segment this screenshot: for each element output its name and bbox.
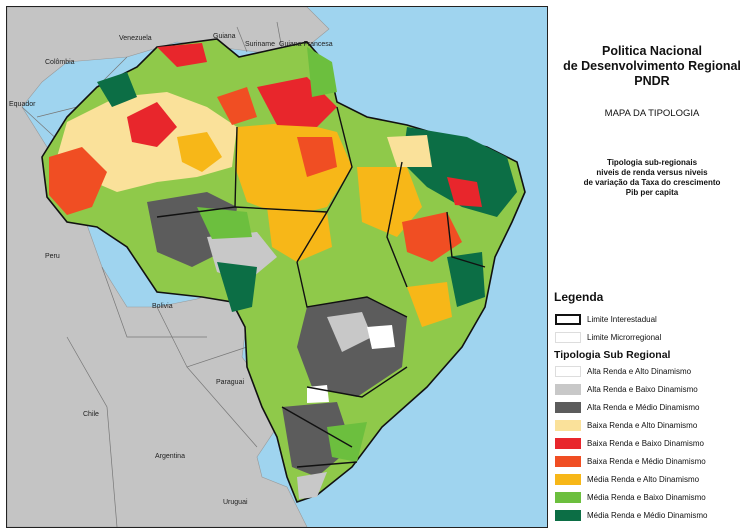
interstate-limits (156, 106, 486, 468)
typology-regions (49, 43, 517, 499)
legend-label-interstate: Limite Interestadual (587, 315, 657, 324)
legend-label: Alta Renda e Baixo Dinamismo (587, 385, 698, 394)
legend-row-typology: Média Renda e Baixo Dinamismo (555, 492, 755, 504)
country-label-suriname: Suriname (245, 41, 275, 48)
legend-row-typology: Alta Renda e Médio Dinamismo (555, 402, 755, 414)
legend-row-typology: Alta Renda e Alto Dinamismo (555, 366, 755, 378)
legend-row-typology: Média Renda e Alto Dinamismo (555, 474, 755, 486)
legend-row-interstate: Limite Interestadual (555, 314, 755, 326)
country-label-bolivia: Bolivia (152, 303, 173, 310)
country-label-argentina: Argentina (155, 453, 185, 460)
legend-row-typology: Média Renda e Médio Dinamismo (555, 510, 755, 522)
neighbor-countries (7, 7, 330, 527)
legend-label: Baixa Renda e Médio Dinamismo (587, 457, 706, 466)
legend-label: Baixa Renda e Alto Dinamismo (587, 421, 698, 430)
legend-swatch (555, 474, 581, 485)
legend-swatch (555, 402, 581, 413)
country-label-guiana-francesa: Guiana Francesa (279, 41, 333, 48)
legend-row-typology: Baixa Renda e Baixo Dinamismo (555, 438, 755, 450)
legend-label: Média Renda e Baixo Dinamismo (587, 493, 706, 502)
title-line-2: de Desenvolvimento Regional (563, 59, 741, 73)
side-panel: Politica Nacional de Desenvolvimento Reg… (548, 0, 756, 532)
description-line-2: niveis de renda versus niveis (596, 168, 708, 177)
country-label-peru: Peru (45, 253, 60, 260)
country-label-colombia: Colômbia (45, 59, 75, 66)
legend-label: Média Renda e Médio Dinamismo (587, 511, 708, 520)
description-line-4: Pib per capita (625, 188, 679, 197)
typology-heading: Tipologia Sub Regional (554, 349, 671, 361)
legend-swatch (555, 510, 581, 521)
legend-row-typology: Alta Renda e Baixo Dinamismo (555, 384, 755, 396)
map-frame: Venezuela Guiana Suriname Guiana Frances… (6, 6, 548, 528)
legend-swatch-microregional (555, 332, 581, 343)
country-label-equador: Equador (9, 101, 36, 108)
country-label-chile: Chile (83, 411, 99, 418)
legend-label: Alta Renda e Médio Dinamismo (587, 403, 700, 412)
description-line-1: Tipologia sub-regionais (606, 158, 698, 167)
legend-swatch (555, 420, 581, 431)
description-line-3: de variação da Taxa do crescimento (583, 178, 721, 187)
legend-row-typology: Baixa Renda e Alto Dinamismo (555, 420, 755, 432)
legend-row-microregional: Limite Microrregional (555, 332, 755, 344)
legend-label-microregional: Limite Microrregional (587, 333, 662, 342)
legend-swatch (555, 456, 581, 467)
title-line-3: PNDR (634, 74, 670, 88)
legend-swatch (555, 366, 581, 377)
legend-label: Alta Renda e Alto Dinamismo (587, 367, 692, 376)
legend-heading: Legenda (554, 290, 604, 304)
legend-swatch (555, 492, 581, 503)
title-line-1: Politica Nacional (601, 44, 703, 58)
legend-swatch (555, 438, 581, 449)
country-label-paraguai: Paraguai (216, 379, 245, 386)
legend-label: Média Renda e Alto Dinamismo (587, 475, 700, 484)
legend-swatch (555, 384, 581, 395)
country-label-uruguai: Uruguai (223, 499, 248, 506)
legend-row-typology: Baixa Renda e Médio Dinamismo (555, 456, 755, 468)
map-canvas (7, 7, 547, 527)
subtitle: MAPA DA TIPOLOGIA (604, 108, 700, 119)
legend-swatch-interstate (555, 314, 581, 325)
legend-label: Baixa Renda e Baixo Dinamismo (587, 439, 704, 448)
country-label-guiana: Guiana (213, 33, 236, 40)
country-label-venezuela: Venezuela (119, 35, 152, 42)
